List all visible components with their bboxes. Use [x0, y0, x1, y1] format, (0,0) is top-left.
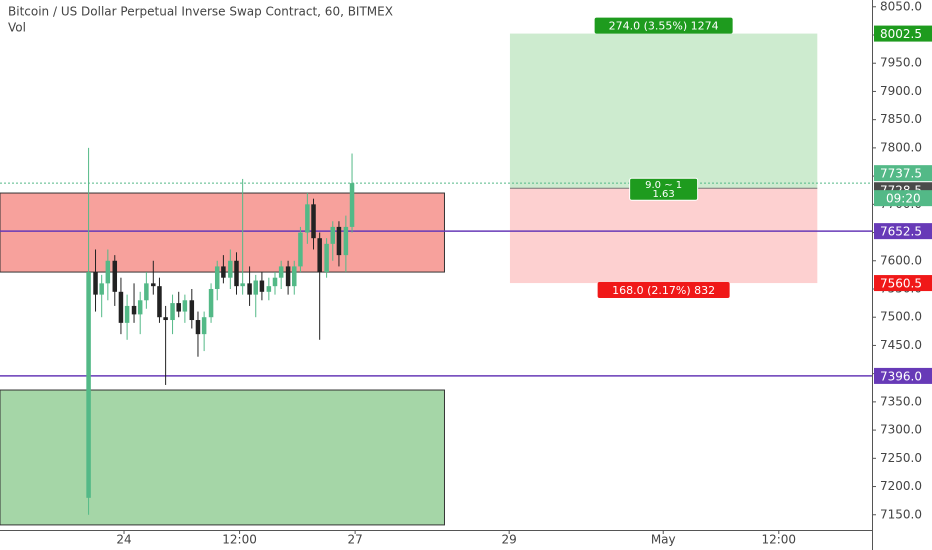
- y-tick-label: 7850.0: [880, 112, 922, 126]
- candle-body: [195, 320, 201, 335]
- candle-body: [189, 300, 195, 321]
- candle-body: [311, 204, 316, 239]
- y-tick-label: 7450.0: [880, 338, 922, 352]
- candle-body: [151, 283, 156, 287]
- candle-body: [343, 226, 349, 256]
- candle-body: [240, 283, 245, 287]
- candle-body: [131, 305, 137, 315]
- hline-price-label-box: [874, 223, 932, 240]
- y-tick-label: 7600.0: [880, 253, 922, 267]
- stop-price-label: 7560.5: [880, 277, 922, 291]
- target-label: 274.0 (3.55%) 1274: [609, 20, 719, 33]
- x-tick-label: May: [651, 533, 676, 547]
- y-tick-label: 7900.0: [880, 84, 922, 98]
- hline-price-label: 7652.5: [880, 225, 922, 239]
- candle-body: [305, 204, 310, 233]
- candle-body: [298, 232, 303, 267]
- candle-body: [317, 238, 322, 273]
- candle-body: [99, 283, 104, 295]
- candle-body: [221, 266, 226, 278]
- target-area: [509, 33, 818, 189]
- candle-body: [253, 280, 258, 295]
- zone: [0, 192, 445, 273]
- candle-body: [124, 305, 130, 323]
- candle-body: [201, 317, 207, 335]
- last-price-label: 7737.5: [880, 167, 922, 181]
- y-tick-label: 7950.0: [880, 56, 922, 70]
- stop-label: 168.0 (2.17%) 832: [612, 284, 715, 297]
- ratio-box: [629, 177, 699, 201]
- candle-body: [234, 260, 239, 287]
- candle-body: [105, 260, 111, 284]
- chart-subtitle: Vol: [8, 21, 26, 35]
- x-tick-label: 27: [347, 533, 362, 547]
- hline-price-label: 7396.0: [880, 369, 922, 383]
- candle-body: [324, 243, 329, 273]
- candle-body: [259, 280, 265, 292]
- y-tick-label: 7500.0: [880, 310, 922, 324]
- chart-title: Bitcoin / US Dollar Perpetual Inverse Sw…: [8, 5, 393, 19]
- candle-body: [163, 317, 168, 321]
- candle-body: [208, 288, 214, 318]
- y-tick-label: 7150.0: [880, 507, 922, 521]
- countdown: 09:20: [886, 192, 921, 206]
- candle-body: [349, 183, 355, 227]
- x-tick-label: 24: [116, 533, 131, 547]
- candle-body: [118, 291, 124, 323]
- target-price-label: 8002.5: [880, 27, 922, 41]
- candle-body: [266, 286, 272, 292]
- candle-body: [247, 283, 252, 295]
- y-tick-label: 8050.0: [880, 0, 922, 13]
- ratio-label: 9.0 ~ 1: [645, 180, 682, 191]
- candle-body: [176, 303, 181, 312]
- candle-body: [112, 260, 118, 292]
- target-price-label-box: [874, 25, 932, 42]
- stop-price-label-box: [874, 275, 932, 292]
- last-price-label-box: [874, 165, 932, 182]
- candle-body: [157, 286, 162, 318]
- candle-body: [285, 266, 291, 287]
- countdown-box: [874, 190, 932, 207]
- x-tick-label: 12:00: [222, 533, 257, 547]
- hline-price-label-box: [874, 367, 932, 384]
- candle-body: [214, 266, 220, 289]
- y-tick-label: 7250.0: [880, 451, 922, 465]
- candle-body: [137, 300, 143, 315]
- candle-body: [228, 260, 233, 278]
- candle-body: [330, 226, 336, 244]
- y-tick-label: 7300.0: [880, 423, 922, 437]
- stop-area: [509, 188, 818, 284]
- ratio-label: 1.63: [652, 189, 674, 200]
- y-tick-label: 7800.0: [880, 140, 922, 154]
- candle-body: [144, 283, 149, 301]
- target-label-box: [594, 17, 733, 34]
- candle-body: [86, 272, 91, 498]
- candle-body: [292, 266, 297, 287]
- stop-label-box: [597, 282, 730, 299]
- x-tick-label: 12:00: [761, 533, 796, 547]
- x-tick-label: 29: [502, 533, 517, 547]
- candle-body: [93, 272, 98, 295]
- y-tick-label: 7350.0: [880, 394, 922, 408]
- zone: [0, 389, 445, 526]
- candle-body: [336, 226, 342, 256]
- plot-area: [0, 33, 872, 526]
- candle-body: [278, 266, 284, 278]
- candle-body: [272, 277, 278, 287]
- candle-body: [182, 300, 188, 312]
- candle-body: [170, 303, 175, 321]
- y-tick-label: 7200.0: [880, 479, 922, 493]
